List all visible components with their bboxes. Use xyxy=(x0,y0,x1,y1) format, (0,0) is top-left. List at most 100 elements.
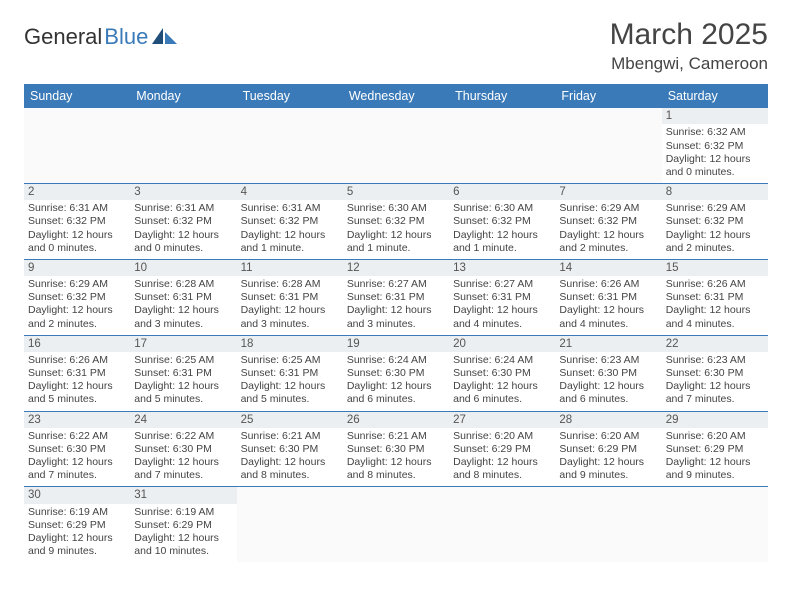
sunset-text: Sunset: 6:29 PM xyxy=(134,519,232,532)
calendar-empty-cell xyxy=(449,487,555,562)
daylight-text: Daylight: 12 hours xyxy=(453,304,551,317)
day-number: 7 xyxy=(555,184,661,200)
sunset-text: Sunset: 6:31 PM xyxy=(28,367,126,380)
sunset-text: Sunset: 6:32 PM xyxy=(453,215,551,228)
daylight-text: Daylight: 12 hours xyxy=(28,532,126,545)
sunset-text: Sunset: 6:30 PM xyxy=(666,367,764,380)
daylight-text: Daylight: 12 hours xyxy=(453,456,551,469)
sunrise-text: Sunrise: 6:19 AM xyxy=(134,506,232,519)
calendar-day-cell: 31Sunrise: 6:19 AMSunset: 6:29 PMDayligh… xyxy=(130,487,236,562)
sunset-text: Sunset: 6:32 PM xyxy=(134,215,232,228)
daylight-text: Daylight: 12 hours xyxy=(28,456,126,469)
daylight-text: Daylight: 12 hours xyxy=(241,304,339,317)
calendar-day-cell: 10Sunrise: 6:28 AMSunset: 6:31 PMDayligh… xyxy=(130,260,236,335)
calendar-day-cell: 25Sunrise: 6:21 AMSunset: 6:30 PMDayligh… xyxy=(237,412,343,487)
calendar: Sunday Monday Tuesday Wednesday Thursday… xyxy=(24,84,768,562)
daylight-text: and 1 minute. xyxy=(453,242,551,255)
day-number: 31 xyxy=(130,487,236,503)
calendar-empty-cell xyxy=(555,487,661,562)
calendar-day-cell: 16Sunrise: 6:26 AMSunset: 6:31 PMDayligh… xyxy=(24,336,130,411)
sunset-text: Sunset: 6:29 PM xyxy=(559,443,657,456)
sunset-text: Sunset: 6:31 PM xyxy=(559,291,657,304)
daylight-text: Daylight: 12 hours xyxy=(666,153,764,166)
daylight-text: Daylight: 12 hours xyxy=(134,304,232,317)
sunset-text: Sunset: 6:30 PM xyxy=(559,367,657,380)
sunset-text: Sunset: 6:32 PM xyxy=(559,215,657,228)
sunrise-text: Sunrise: 6:24 AM xyxy=(453,354,551,367)
sunset-text: Sunset: 6:31 PM xyxy=(241,291,339,304)
calendar-day-cell: 15Sunrise: 6:26 AMSunset: 6:31 PMDayligh… xyxy=(662,260,768,335)
sunrise-text: Sunrise: 6:23 AM xyxy=(666,354,764,367)
daylight-text: and 4 minutes. xyxy=(666,318,764,331)
calendar-row: 30Sunrise: 6:19 AMSunset: 6:29 PMDayligh… xyxy=(24,487,768,562)
sunrise-text: Sunrise: 6:20 AM xyxy=(666,430,764,443)
sunset-text: Sunset: 6:29 PM xyxy=(28,519,126,532)
calendar-day-cell: 24Sunrise: 6:22 AMSunset: 6:30 PMDayligh… xyxy=(130,412,236,487)
sunrise-text: Sunrise: 6:30 AM xyxy=(453,202,551,215)
sunrise-text: Sunrise: 6:29 AM xyxy=(28,278,126,291)
calendar-day-cell: 8Sunrise: 6:29 AMSunset: 6:32 PMDaylight… xyxy=(662,184,768,259)
calendar-row: 16Sunrise: 6:26 AMSunset: 6:31 PMDayligh… xyxy=(24,336,768,412)
sunrise-text: Sunrise: 6:24 AM xyxy=(347,354,445,367)
calendar-day-cell: 27Sunrise: 6:20 AMSunset: 6:29 PMDayligh… xyxy=(449,412,555,487)
sunset-text: Sunset: 6:32 PM xyxy=(241,215,339,228)
calendar-empty-cell xyxy=(662,487,768,562)
calendar-empty-cell xyxy=(130,108,236,183)
sunrise-text: Sunrise: 6:26 AM xyxy=(28,354,126,367)
day-number: 12 xyxy=(343,260,449,276)
calendar-day-cell: 20Sunrise: 6:24 AMSunset: 6:30 PMDayligh… xyxy=(449,336,555,411)
calendar-empty-cell xyxy=(343,487,449,562)
daylight-text: and 6 minutes. xyxy=(559,393,657,406)
sunset-text: Sunset: 6:30 PM xyxy=(134,443,232,456)
calendar-day-cell: 12Sunrise: 6:27 AMSunset: 6:31 PMDayligh… xyxy=(343,260,449,335)
sunset-text: Sunset: 6:32 PM xyxy=(28,215,126,228)
sunset-text: Sunset: 6:32 PM xyxy=(666,140,764,153)
sunrise-text: Sunrise: 6:32 AM xyxy=(666,126,764,139)
weekday-thursday: Thursday xyxy=(449,84,555,108)
title-block: March 2025 Mbengwi, Cameroon xyxy=(610,18,768,74)
day-number: 14 xyxy=(555,260,661,276)
day-number: 3 xyxy=(130,184,236,200)
sunset-text: Sunset: 6:32 PM xyxy=(28,291,126,304)
sunrise-text: Sunrise: 6:25 AM xyxy=(134,354,232,367)
sunset-text: Sunset: 6:30 PM xyxy=(241,443,339,456)
location: Mbengwi, Cameroon xyxy=(610,54,768,74)
sunrise-text: Sunrise: 6:26 AM xyxy=(559,278,657,291)
logo: GeneralBlue xyxy=(24,24,178,50)
day-number: 23 xyxy=(24,412,130,428)
calendar-empty-cell xyxy=(237,108,343,183)
daylight-text: and 0 minutes. xyxy=(134,242,232,255)
logo-text-general: General xyxy=(24,24,102,50)
sunrise-text: Sunrise: 6:20 AM xyxy=(559,430,657,443)
calendar-weekday-header: Sunday Monday Tuesday Wednesday Thursday… xyxy=(24,84,768,108)
calendar-day-cell: 29Sunrise: 6:20 AMSunset: 6:29 PMDayligh… xyxy=(662,412,768,487)
sunrise-text: Sunrise: 6:26 AM xyxy=(666,278,764,291)
sunrise-text: Sunrise: 6:23 AM xyxy=(559,354,657,367)
calendar-row: 9Sunrise: 6:29 AMSunset: 6:32 PMDaylight… xyxy=(24,260,768,336)
daylight-text: and 3 minutes. xyxy=(241,318,339,331)
sunset-text: Sunset: 6:32 PM xyxy=(666,215,764,228)
daylight-text: Daylight: 12 hours xyxy=(453,229,551,242)
daylight-text: and 9 minutes. xyxy=(28,545,126,558)
calendar-body: 1Sunrise: 6:32 AMSunset: 6:32 PMDaylight… xyxy=(24,108,768,562)
sunrise-text: Sunrise: 6:29 AM xyxy=(559,202,657,215)
sunrise-text: Sunrise: 6:28 AM xyxy=(241,278,339,291)
daylight-text: and 8 minutes. xyxy=(241,469,339,482)
daylight-text: Daylight: 12 hours xyxy=(347,304,445,317)
daylight-text: and 3 minutes. xyxy=(347,318,445,331)
calendar-day-cell: 22Sunrise: 6:23 AMSunset: 6:30 PMDayligh… xyxy=(662,336,768,411)
sunset-text: Sunset: 6:31 PM xyxy=(134,291,232,304)
logo-sail-icon xyxy=(152,26,178,46)
daylight-text: Daylight: 12 hours xyxy=(134,380,232,393)
calendar-day-cell: 2Sunrise: 6:31 AMSunset: 6:32 PMDaylight… xyxy=(24,184,130,259)
sunrise-text: Sunrise: 6:31 AM xyxy=(134,202,232,215)
daylight-text: Daylight: 12 hours xyxy=(666,229,764,242)
sunset-text: Sunset: 6:30 PM xyxy=(28,443,126,456)
logo-text-blue: Blue xyxy=(104,24,148,50)
weekday-monday: Monday xyxy=(130,84,236,108)
sunrise-text: Sunrise: 6:20 AM xyxy=(453,430,551,443)
sunset-text: Sunset: 6:30 PM xyxy=(453,367,551,380)
sunrise-text: Sunrise: 6:21 AM xyxy=(347,430,445,443)
day-number: 30 xyxy=(24,487,130,503)
daylight-text: and 8 minutes. xyxy=(347,469,445,482)
